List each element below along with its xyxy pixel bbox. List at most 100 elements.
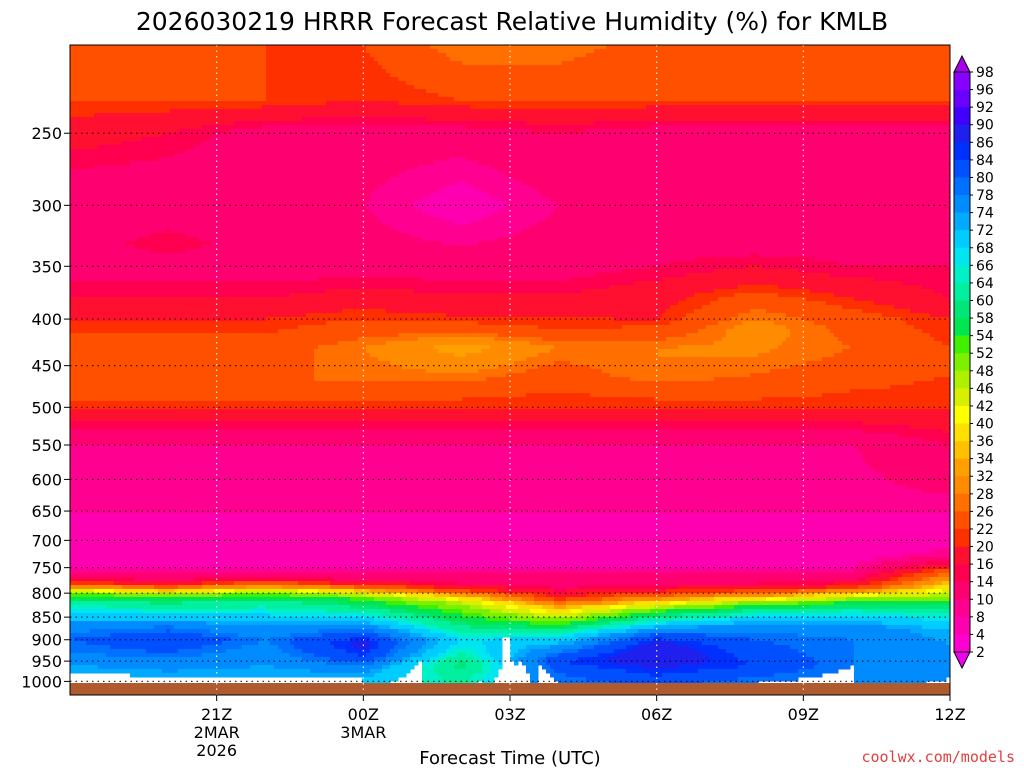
- rh-cell: [190, 129, 195, 150]
- rh-cell: [414, 401, 419, 410]
- rh-cell: [542, 365, 547, 394]
- rh-cell: [606, 45, 611, 102]
- rh-cell: [578, 317, 583, 330]
- rh-cell: [306, 625, 311, 634]
- rh-cell: [130, 593, 135, 598]
- rh-cell: [150, 421, 155, 430]
- rh-cell: [334, 605, 339, 614]
- rh-cell: [510, 45, 515, 66]
- rh-cell: [490, 601, 495, 606]
- rh-cell: [594, 129, 599, 274]
- rh-cell: [190, 569, 195, 574]
- rh-cell: [370, 409, 375, 422]
- rh-cell: [174, 297, 179, 322]
- rh-cell: [174, 445, 179, 514]
- rh-cell: [390, 621, 395, 630]
- rh-cell: [354, 309, 359, 322]
- rh-cell: [262, 573, 267, 578]
- rh-cell: [558, 633, 563, 638]
- rh-cell: [338, 585, 343, 590]
- rh-cell: [150, 605, 155, 610]
- rh-cell: [522, 65, 527, 102]
- rh-cell: [174, 581, 179, 586]
- rh-cell: [398, 321, 403, 334]
- rh-cell: [98, 609, 103, 614]
- rh-cell: [194, 585, 199, 590]
- rh-cell: [146, 101, 151, 114]
- rh-cell: [198, 597, 203, 602]
- rh-cell: [322, 513, 327, 570]
- rh-cell: [118, 649, 123, 658]
- rh-cell: [274, 597, 279, 602]
- rh-cell: [350, 409, 355, 422]
- rh-cell: [554, 125, 559, 134]
- rh-cell: [294, 581, 299, 586]
- rh-cell: [118, 629, 123, 634]
- rh-cell: [402, 421, 407, 430]
- rh-cell: [554, 673, 559, 682]
- rh-cell: [490, 585, 495, 590]
- rh-cell: [538, 109, 543, 126]
- rh-cell: [134, 633, 139, 650]
- rh-cell: [106, 637, 111, 646]
- rh-cell: [82, 45, 87, 102]
- rh-cell: [98, 601, 103, 606]
- rh-cell: [242, 121, 247, 130]
- rh-cell: [542, 657, 547, 670]
- rh-cell: [202, 421, 207, 430]
- rh-cell: [502, 429, 507, 446]
- rh-cell: [422, 241, 427, 282]
- rh-cell: [138, 581, 143, 586]
- rh-cell: [102, 601, 107, 606]
- rh-cell: [470, 601, 475, 606]
- rh-cell: [262, 665, 267, 678]
- rh-cell: [330, 605, 335, 614]
- rh-cell: [542, 605, 547, 610]
- rh-cell: [218, 593, 223, 598]
- rh-cell: [82, 117, 87, 150]
- rh-cell: [282, 45, 287, 106]
- rh-cell: [510, 593, 515, 598]
- rh-cell: [334, 581, 339, 586]
- rh-cell: [282, 617, 287, 622]
- rh-cell: [506, 325, 511, 338]
- rh-cell: [426, 569, 431, 574]
- rh-cell: [258, 625, 263, 638]
- rh-cell: [326, 617, 331, 622]
- rh-cell: [194, 589, 199, 594]
- rh-cell: [286, 569, 291, 574]
- rh-cell: [530, 649, 535, 686]
- rh-cell: [482, 325, 487, 334]
- rh-cell: [486, 429, 491, 446]
- rh-cell: [398, 365, 403, 382]
- rh-cell: [486, 165, 491, 194]
- rh-cell: [106, 609, 111, 614]
- rh-cell: [522, 609, 527, 614]
- rh-cell: [186, 109, 191, 130]
- rh-cell: [534, 101, 539, 110]
- rh-cell: [434, 333, 439, 338]
- rh-cell: [394, 429, 399, 446]
- rh-cell: [218, 621, 223, 626]
- rh-cell: [294, 617, 299, 622]
- rh-cell: [134, 409, 139, 422]
- rh-cell: [338, 641, 343, 650]
- rh-cell: [98, 585, 103, 590]
- rh-cell: [226, 649, 231, 670]
- rh-cell: [562, 421, 567, 430]
- rh-cell: [370, 289, 375, 310]
- rh-cell: [170, 593, 175, 598]
- rh-cell: [438, 45, 443, 54]
- rh-cell: [74, 333, 79, 402]
- rh-cell: [486, 337, 491, 346]
- rh-cell: [170, 653, 175, 658]
- rh-cell: [150, 233, 155, 254]
- rh-cell: [454, 121, 459, 126]
- rh-cell: [526, 337, 531, 342]
- rh-cell: [182, 569, 187, 574]
- rh-cell: [354, 665, 359, 674]
- rh-cell: [586, 277, 591, 290]
- rh-cell: [438, 585, 443, 590]
- rh-cell: [226, 421, 231, 430]
- rh-cell: [486, 409, 491, 422]
